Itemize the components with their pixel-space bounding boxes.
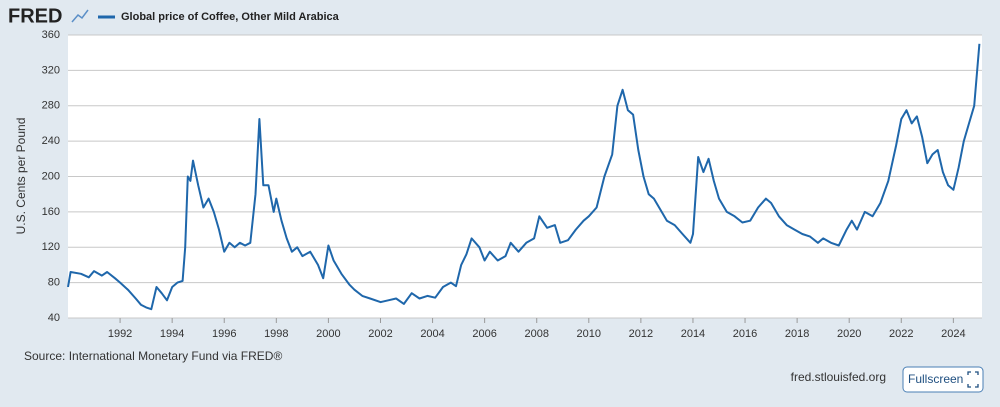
- legend-label: Global price of Coffee, Other Mild Arabi…: [121, 11, 340, 23]
- x-tick-label: 2014: [681, 328, 705, 340]
- y-tick-label: 160: [42, 206, 60, 218]
- source: Source: International Monetary Fund via …: [24, 349, 282, 363]
- y-tick-label: 240: [42, 135, 60, 147]
- x-tick-label: 1996: [212, 328, 236, 340]
- y-axis-label: U.S. Cents per Pound: [14, 118, 28, 235]
- x-tick-label: 2006: [472, 328, 496, 340]
- fullscreen-button[interactable]: Fullscreen: [902, 366, 984, 393]
- x-tick-label: 1992: [108, 328, 132, 340]
- logo-icon: [71, 9, 89, 23]
- x-tick-label: 2024: [941, 328, 965, 340]
- y-tick-label: 360: [42, 29, 60, 41]
- data-line: [67, 43, 981, 311]
- x-tick-label: 2008: [524, 328, 548, 340]
- y-tick-label: 80: [48, 277, 60, 289]
- y-tick-label: 200: [42, 170, 60, 182]
- button-frame[interactable]: [902, 366, 984, 393]
- x-tick-label: 2012: [629, 328, 653, 340]
- button-label[interactable]: Fullscreen: [908, 372, 963, 386]
- button-icon[interactable]: [967, 371, 979, 388]
- x-tick-label: 2002: [368, 328, 392, 340]
- y-tick-label: 280: [42, 100, 60, 112]
- x-tick-label: 2020: [837, 328, 861, 340]
- y-tick-label: 40: [48, 312, 60, 324]
- x-tick-label: 2010: [577, 328, 601, 340]
- x-tick-label: 2004: [420, 328, 444, 340]
- x-tick-label: 1994: [160, 328, 184, 340]
- x-tick-label: 2016: [733, 328, 757, 340]
- x-tick-label: 2000: [316, 328, 340, 340]
- y-tick-label: 320: [42, 64, 60, 76]
- x-tick-label: 2018: [785, 328, 809, 340]
- x-tick-label: 1998: [264, 328, 288, 340]
- site-link[interactable]: fred.stlouisfed.org: [791, 370, 886, 384]
- x-tick-label: 2022: [889, 328, 913, 340]
- logo: FRED: [8, 5, 62, 27]
- y-tick-label: 120: [42, 241, 60, 253]
